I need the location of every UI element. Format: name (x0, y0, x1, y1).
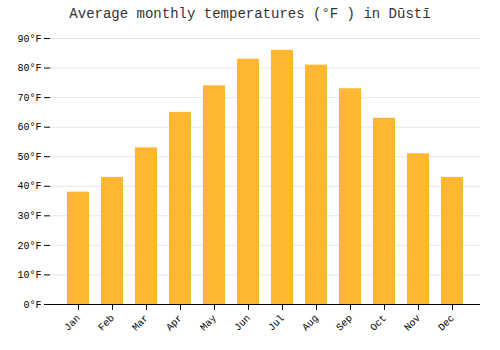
svg-text:40°F: 40°F (17, 181, 41, 192)
svg-text:Jan: Jan (62, 313, 83, 334)
svg-text:50°F: 50°F (17, 152, 41, 163)
svg-text:Nov: Nov (402, 313, 423, 334)
svg-text:Mar: Mar (130, 313, 151, 334)
svg-text:Oct: Oct (368, 313, 389, 334)
svg-text:60°F: 60°F (17, 122, 41, 133)
svg-text:Jun: Jun (232, 313, 253, 334)
svg-text:Aug: Aug (300, 313, 321, 334)
svg-text:May: May (198, 313, 219, 334)
svg-text:10°F: 10°F (17, 270, 41, 281)
svg-text:Jul: Jul (266, 313, 287, 334)
svg-text:80°F: 80°F (17, 63, 41, 74)
svg-text:20°F: 20°F (17, 241, 41, 252)
svg-text:Feb: Feb (96, 313, 117, 334)
svg-text:70°F: 70°F (17, 93, 41, 104)
svg-text:90°F: 90°F (17, 34, 41, 45)
svg-text:0°F: 0°F (23, 300, 41, 311)
svg-text:Dec: Dec (436, 313, 457, 334)
svg-text:Sep: Sep (334, 313, 355, 334)
svg-text:30°F: 30°F (17, 211, 41, 222)
svg-text:Apr: Apr (164, 313, 185, 334)
html-text:Average monthly temperatures (: Average monthly temperatures (°F ) in Dū… (69, 6, 431, 22)
